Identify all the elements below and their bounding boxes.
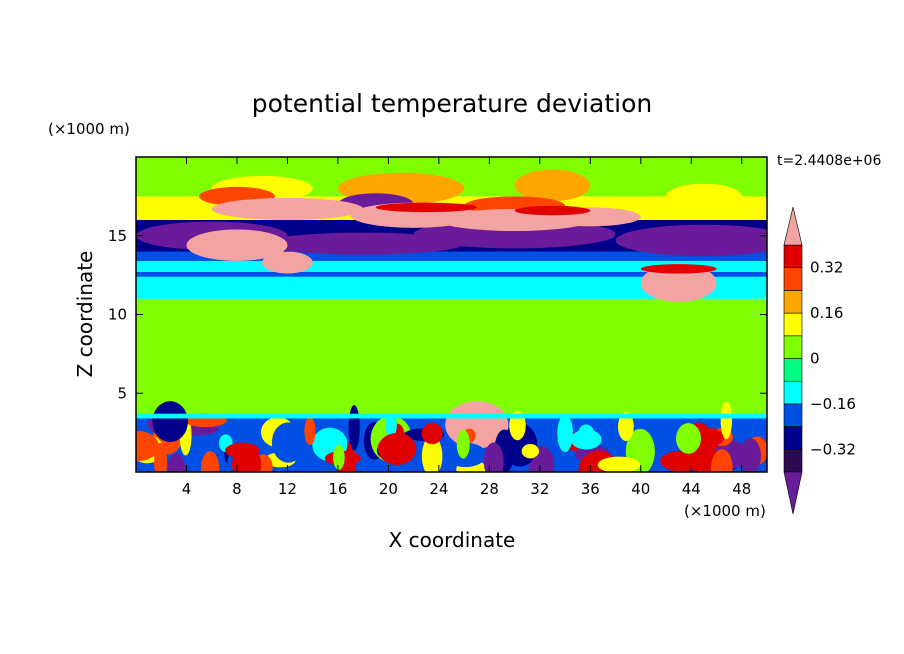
contour-blob	[375, 202, 477, 213]
contour-band	[136, 276, 767, 291]
contour-blob	[152, 401, 188, 443]
anomaly-plume	[262, 251, 313, 274]
x-tick-label: 40	[631, 480, 650, 498]
contour-blob	[385, 413, 397, 438]
colorbar-swatch	[783, 448, 803, 473]
contour-blob	[618, 412, 634, 441]
contour-blob	[451, 353, 528, 402]
contour-blob	[271, 422, 305, 463]
y-unit-label: (×1000 m)	[48, 120, 130, 138]
colorbar-swatch	[783, 403, 803, 427]
colorbar-swatch	[783, 335, 803, 359]
contour-blob	[201, 451, 220, 472]
contour-blob	[720, 401, 733, 440]
contour-blob	[377, 432, 417, 465]
colorbar-tick-label: 0	[810, 350, 820, 368]
contour-blob	[640, 264, 717, 274]
contour-blob	[489, 306, 667, 402]
colorbar-swatch	[783, 290, 803, 314]
contour-blob	[514, 205, 591, 216]
x-tick-label: 36	[581, 480, 600, 498]
x-tick-label: 44	[682, 480, 701, 498]
contour-blob	[249, 314, 376, 409]
y-tick-label: 5	[117, 384, 127, 402]
colorbar-under-arrow	[783, 471, 803, 515]
colorbar-swatch	[783, 312, 803, 337]
colorbar: 0.32 0.16 0 −0.16 −0.32	[783, 206, 856, 515]
x-tick-label: 20	[379, 480, 398, 498]
contour-blob	[231, 446, 262, 472]
contour-blob	[348, 404, 360, 451]
contour-blob	[675, 423, 701, 454]
colorbar-swatch	[783, 244, 803, 269]
colorbar-swatch	[783, 380, 803, 405]
contour-band	[136, 413, 767, 419]
contour-blob	[304, 416, 316, 446]
contour-blob	[167, 453, 186, 472]
x-tick-label: 8	[232, 480, 242, 498]
contour-blob	[173, 306, 275, 386]
colorbar-tick-label: −0.32	[810, 440, 856, 458]
contour-blob	[421, 422, 443, 445]
contour-blob	[154, 442, 168, 472]
colorbar-swatch	[783, 426, 803, 450]
colorbar-tick-label: 0.16	[810, 304, 843, 322]
x-unit-label: (×1000 m)	[684, 502, 766, 520]
contour-blob	[615, 224, 767, 257]
contour-blob	[570, 429, 602, 450]
contour-blob	[666, 314, 742, 378]
timestamp-label: t=2.4408e+06	[777, 153, 881, 169]
contour-blob	[666, 183, 742, 209]
contour-blob	[739, 438, 761, 472]
chart-title: potential temperature deviation	[252, 89, 652, 118]
colorbar-swatch	[783, 267, 803, 291]
y-tick-label: 15	[108, 227, 127, 245]
contour-blob	[521, 444, 540, 459]
contour-blob	[514, 169, 591, 202]
contour-blob	[333, 444, 345, 470]
x-tick-label: 32	[530, 480, 549, 498]
anomaly-plume	[211, 197, 364, 221]
contour-field	[136, 157, 767, 472]
colorbar-over-arrow	[783, 206, 803, 246]
x-tick-label: 12	[278, 480, 297, 498]
colorbar-swatch	[783, 358, 803, 382]
contour-blob	[710, 449, 733, 472]
contour-blob	[597, 456, 641, 472]
contour-blob	[136, 431, 159, 462]
x-tick-label: 24	[429, 480, 448, 498]
x-axis-title: X coordinate	[389, 528, 516, 552]
contour-blob	[350, 306, 477, 386]
y-axis-ticks: 5 10 15	[108, 227, 767, 402]
x-axis-ticks: 4 8 12 16 20 24 28 32 36 40 44 48	[182, 157, 751, 498]
x-tick-label: 28	[480, 480, 499, 498]
y-axis-title: Z coordinate	[73, 251, 97, 378]
contour-blob	[557, 414, 573, 453]
contour-blob	[483, 442, 504, 472]
contour-blob	[421, 435, 443, 472]
x-tick-label: 16	[328, 480, 347, 498]
anomaly-plume	[640, 264, 717, 302]
x-tick-label: 48	[732, 480, 751, 498]
y-tick-label: 10	[108, 306, 127, 324]
x-tick-label: 4	[182, 480, 192, 498]
contour-blob	[456, 429, 470, 459]
contour-band	[136, 260, 767, 272]
colorbar-tick-label: −0.16	[810, 395, 856, 413]
colorbar-tick-label: 0.32	[810, 259, 843, 277]
anomaly-plume	[186, 229, 288, 261]
contour-blob	[262, 232, 465, 255]
